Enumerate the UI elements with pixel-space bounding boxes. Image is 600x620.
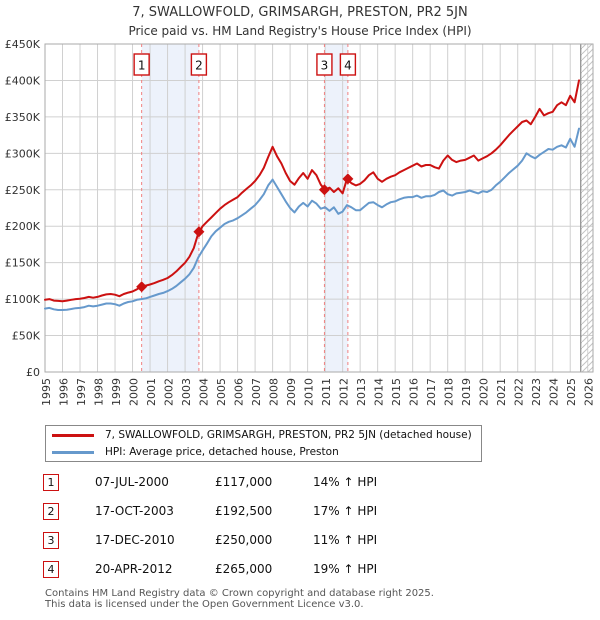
transaction-price-1: £117,000 xyxy=(215,475,273,489)
sale-number-label-4: 4 xyxy=(344,59,352,73)
x-tick-label: 2007 xyxy=(250,378,263,406)
transaction-price-4: £265,000 xyxy=(215,562,273,576)
transaction-date-2: 17-OCT-2003 xyxy=(95,504,174,518)
x-tick-label: 2009 xyxy=(285,378,298,406)
x-tick-label: 1996 xyxy=(58,378,71,406)
footer-line2: This data is licensed under the Open Gov… xyxy=(45,599,364,610)
legend-swatch-1 xyxy=(52,433,94,437)
x-tick-label: 2000 xyxy=(128,378,141,406)
sale-marker-1 xyxy=(136,281,148,293)
transaction-number-1: 1 xyxy=(43,474,59,491)
x-tick-label: 1999 xyxy=(110,378,123,406)
x-tick-label: 2018 xyxy=(443,378,456,406)
y-tick-label: £150K xyxy=(5,257,41,270)
price-chart: 1 2 3 4 £0 £50K £100K £150K £200K £250K £300K £350K… xyxy=(5,38,596,406)
x-tick-label: 2014 xyxy=(373,378,386,406)
sale-number-box-4 xyxy=(339,53,357,76)
transaction-hpi-3: 11% ↑ HPI xyxy=(313,533,378,547)
x-tick-label: 2022 xyxy=(513,378,526,406)
x-tick-label: 2016 xyxy=(408,378,421,406)
legend-item-1: 7, SWALLOWFOLD, GRIMSARGH, PRESTON, PR2 … xyxy=(46,428,481,442)
y-tick-label: £450K xyxy=(5,38,41,51)
legend-label-1: 7, SWALLOWFOLD, GRIMSARGH, PRESTON, PR2 … xyxy=(105,429,472,441)
x-tick-label: 2024 xyxy=(548,378,561,406)
sale-number-label-1: 1 xyxy=(138,59,146,73)
transaction-row-1: 1 07-JUL-2000 £117,000 14% ↑ HPI xyxy=(43,474,463,491)
x-tick-label: 2006 xyxy=(233,378,246,406)
chart-legend: 7, SWALLOWFOLD, GRIMSARGH, PRESTON, PR2 … xyxy=(45,425,482,462)
transaction-price-2: £192,500 xyxy=(215,504,273,518)
transaction-hpi-2: 17% ↑ HPI xyxy=(313,504,378,518)
y-tick-label: £200K xyxy=(5,220,41,233)
transaction-number-2: 2 xyxy=(43,503,59,520)
transaction-number-4: 4 xyxy=(43,561,59,578)
sale-marker-2 xyxy=(193,226,205,238)
x-tick-label: 1998 xyxy=(93,378,106,406)
x-tick-label: 2015 xyxy=(390,378,403,406)
y-tick-label: £400K xyxy=(5,74,41,87)
x-tick-label: 2021 xyxy=(495,378,508,406)
footer: Contains HM Land Registry data © Crown c… xyxy=(45,588,434,610)
x-tick-label: 2025 xyxy=(565,378,578,406)
chart-subtitle: Price paid vs. HM Land Registry's House … xyxy=(128,24,472,38)
x-tick-label: 2011 xyxy=(320,378,333,406)
sale-number-box-2 xyxy=(190,53,208,76)
sale-number-box-3 xyxy=(316,53,333,76)
x-tick-label: 2008 xyxy=(268,378,281,406)
x-tick-label: 2026 xyxy=(583,378,596,406)
footer-line1: Contains HM Land Registry data © Crown c… xyxy=(45,588,434,599)
shaded-band-1 xyxy=(141,44,199,372)
legend-label-2: HPI: Average price, detached house, Pres… xyxy=(105,446,339,458)
transaction-row-4: 4 20-APR-2012 £265,000 19% ↑ HPI xyxy=(43,561,463,578)
x-tick-label: 2020 xyxy=(478,378,491,406)
x-tick-label: 2001 xyxy=(145,378,158,406)
chart-title: 7, SWALLOWFOLD, GRIMSARGH, PRESTON, PR2 … xyxy=(132,5,468,20)
transaction-hpi-1: 14% ↑ HPI xyxy=(313,475,378,489)
transaction-hpi-4: 19% ↑ HPI xyxy=(313,562,378,576)
y-tick-label: £250K xyxy=(5,184,41,197)
future-hatch-region xyxy=(580,44,593,372)
transaction-price-3: £250,000 xyxy=(215,533,273,547)
x-tick-label: 2004 xyxy=(198,378,211,406)
sale-number-box-1 xyxy=(133,53,150,76)
transaction-date-3: 17-DEC-2010 xyxy=(95,533,175,547)
x-tick-label: 2013 xyxy=(355,378,368,406)
transactions-table: 1 07-JUL-2000 £117,000 14% ↑ HPI 2 17-OCT-200… xyxy=(43,474,463,590)
transaction-row-3: 3 17-DEC-2010 £250,000 11% ↑ HPI xyxy=(43,532,463,549)
shaded-band-2 xyxy=(324,44,348,372)
x-tick-label: 1995 xyxy=(40,378,53,406)
x-tick-label: 2010 xyxy=(303,378,316,406)
price-paid-line xyxy=(44,79,580,303)
legend-item-2: HPI: Average price, detached house, Pres… xyxy=(46,445,481,459)
x-tick-label: 2003 xyxy=(180,378,193,406)
sale-number-label-3: 3 xyxy=(321,59,329,73)
transaction-date-1: 07-JUL-2000 xyxy=(95,475,169,489)
y-tick-label: £100K xyxy=(5,293,41,306)
legend-swatch-2 xyxy=(52,450,94,454)
x-tick-label: 1997 xyxy=(75,378,88,406)
y-tick-label: £50K xyxy=(12,330,41,343)
x-tick-label: 2005 xyxy=(215,378,228,406)
hpi-line xyxy=(44,127,580,311)
y-tick-label: £0 xyxy=(26,366,40,379)
x-tick-label: 2017 xyxy=(425,378,438,406)
x-tick-label: 2023 xyxy=(530,378,543,406)
sale-number-label-2: 2 xyxy=(195,59,203,73)
transaction-row-2: 2 17-OCT-2003 £192,500 17% ↑ HPI xyxy=(43,503,463,520)
transaction-number-3: 3 xyxy=(43,532,59,549)
y-tick-label: £350K xyxy=(5,111,41,124)
sale-marker-4 xyxy=(342,173,354,185)
x-tick-label: 2002 xyxy=(163,378,176,406)
x-tick-label: 2019 xyxy=(460,378,473,406)
x-tick-label: 2012 xyxy=(338,378,351,406)
y-tick-label: £300K xyxy=(5,147,41,160)
sale-marker-3 xyxy=(318,184,330,196)
plot-border xyxy=(44,43,594,373)
transaction-date-4: 20-APR-2012 xyxy=(95,562,173,576)
